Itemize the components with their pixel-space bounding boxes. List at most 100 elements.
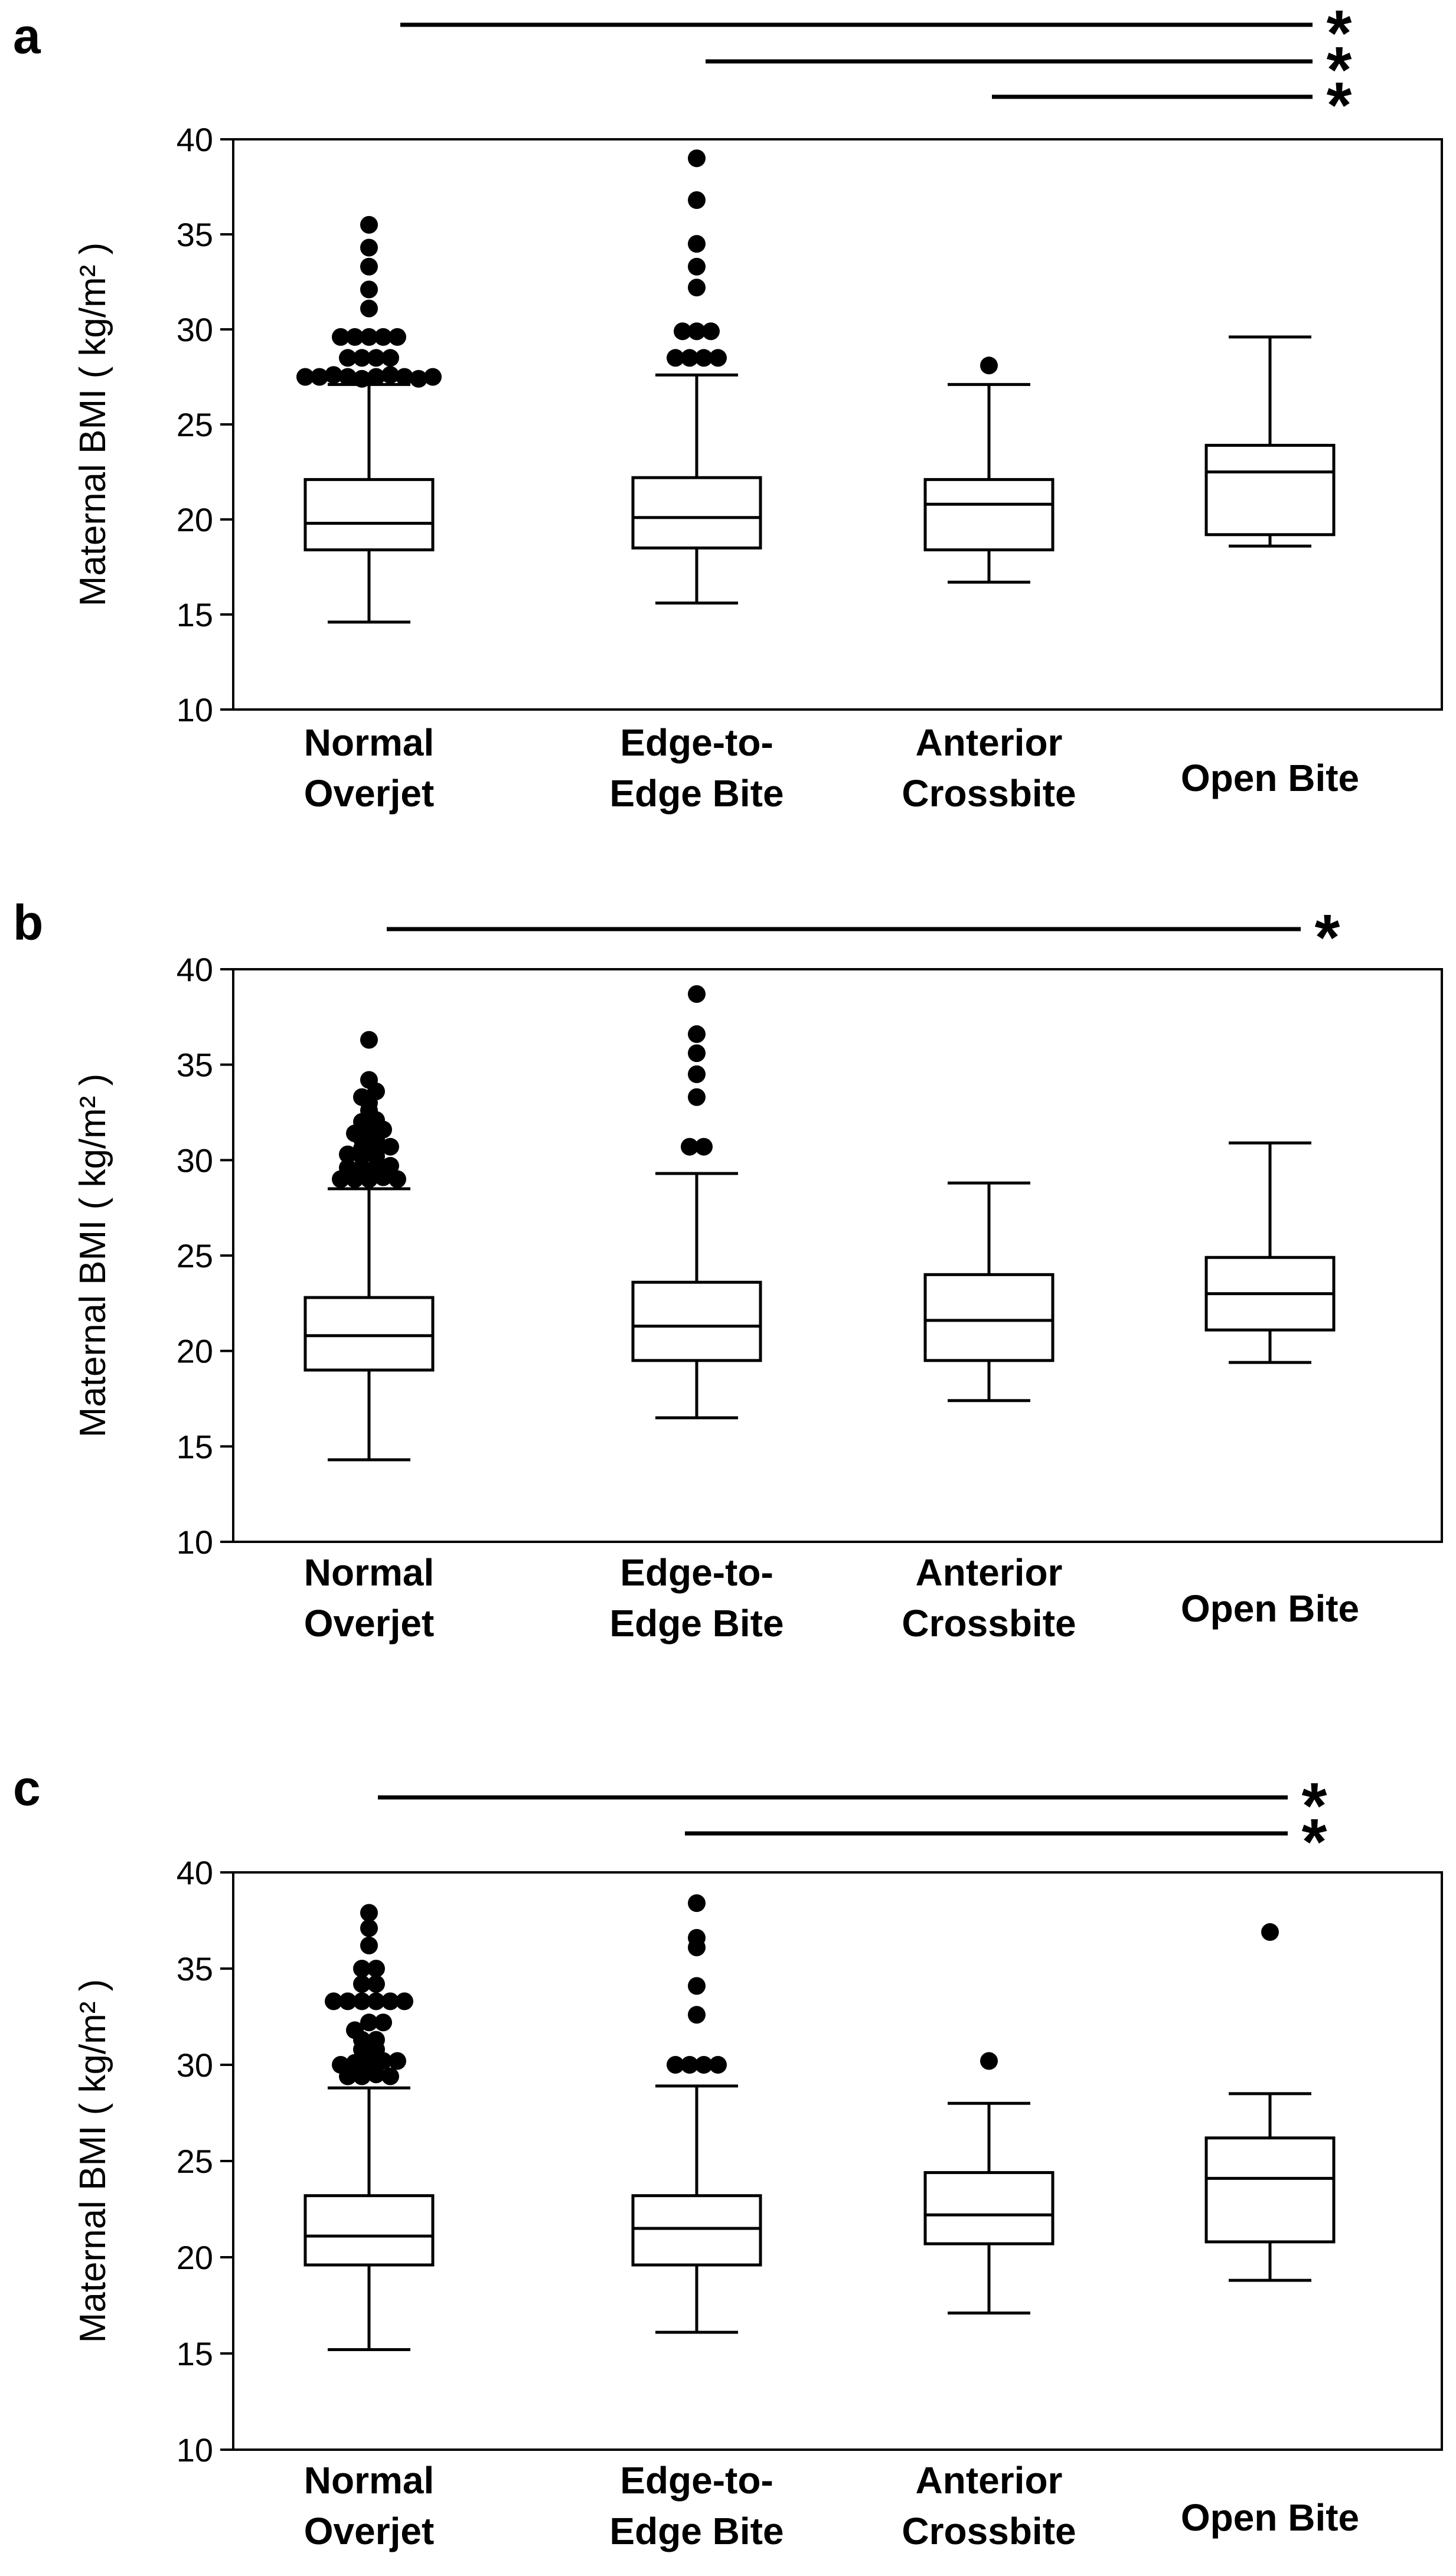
category-label: Anterior: [916, 1551, 1063, 1594]
panel-c: c 10 15 20 25 30 35 40 Maternal BMI ( kg/m² ) Nor…: [13, 1760, 1443, 2552]
box-2: [631, 985, 762, 1420]
outlier-point: [346, 2054, 364, 2072]
outlier-point: [339, 1145, 357, 1163]
outlier-point: [353, 2067, 371, 2085]
category-label: Crossbite: [902, 1602, 1076, 1645]
outlier-point: [389, 1170, 406, 1188]
y-axis-label: Maternal BMI ( kg/m² ): [73, 1979, 113, 2343]
y-tick-label: 25: [177, 2143, 213, 2180]
category-label: Edge-to-: [620, 721, 773, 764]
outlier-point: [688, 1088, 706, 1106]
y-tick-label: 30: [177, 311, 213, 348]
outlier-point: [688, 322, 706, 341]
outlier-point: [332, 2056, 350, 2074]
category-label: Edge-to-: [620, 2459, 773, 2502]
outlier-point: [346, 328, 364, 346]
outlier-point: [360, 1031, 378, 1049]
outlier-point: [688, 1894, 706, 1913]
outlier-point: [367, 349, 385, 367]
box-iqr: [631, 476, 762, 550]
box-1: [303, 1031, 435, 1462]
category-label: Edge Bite: [609, 2510, 784, 2552]
outlier-point: [667, 2056, 684, 2074]
outlier-point: [695, 2056, 713, 2074]
box-iqr: [303, 1296, 435, 1372]
category-label: Crossbite: [902, 772, 1076, 815]
category-label: Normal: [304, 721, 435, 764]
outlier-point: [346, 2021, 364, 2039]
category-label: Anterior: [916, 721, 1063, 764]
box-iqr: [1204, 2136, 1336, 2244]
outlier-point: [688, 235, 706, 253]
box-iqr: [303, 478, 435, 552]
category-label: Overjet: [304, 2510, 435, 2552]
outlier-point: [339, 368, 357, 386]
outlier-point: [367, 1960, 385, 1977]
outlier-point: [389, 328, 406, 346]
outlier-point: [353, 1992, 371, 2011]
outlier-point: [367, 2031, 385, 2049]
box-4: [1204, 1141, 1336, 1364]
panel-a: a 10 15 20 25 30 35 40 Maternal BMI ( kg/m² ) Nor…: [13, 0, 1443, 815]
category-label: Normal: [304, 2459, 435, 2502]
significance-marker: *: [1327, 0, 1352, 70]
y-tick-label: 20: [177, 1333, 213, 1370]
outlier-point: [688, 1977, 706, 1995]
y-tick-label: 40: [177, 951, 213, 988]
outlier-point: [980, 2052, 998, 2070]
outlier-point: [296, 368, 314, 386]
box-iqr: [631, 1280, 762, 1362]
outlier-point: [353, 349, 371, 367]
outlier-point: [709, 349, 727, 367]
y-axis-label: Maternal BMI ( kg/m² ): [73, 243, 113, 607]
category-label: Open Bite: [1181, 757, 1359, 799]
outlier-point: [353, 1088, 371, 1106]
y-tick-label: 10: [177, 2431, 213, 2469]
category-label: Edge-to-: [620, 1551, 773, 1594]
category-label: Open Bite: [1181, 1587, 1359, 1630]
outlier-point: [695, 1137, 713, 1156]
significance-marker: *: [1315, 901, 1340, 974]
outlier-point: [695, 349, 713, 367]
outlier-point: [325, 1992, 342, 2011]
y-tick-label: 15: [177, 2335, 213, 2372]
box-2: [631, 1894, 762, 2334]
outlier-point: [681, 349, 698, 367]
outlier-point: [311, 368, 328, 386]
box-3: [923, 357, 1055, 584]
panel-label: b: [13, 895, 43, 950]
outlier-point: [688, 191, 706, 210]
outlier-point: [381, 2067, 399, 2085]
category-label: Open Bite: [1181, 2496, 1359, 2539]
outlier-point: [410, 370, 427, 388]
y-tick-label: 40: [177, 121, 213, 158]
y-tick-label: 30: [177, 1142, 213, 1179]
panel-b: b 10 15 20 25 30 35 40 Maternal BMI ( kg/m² ) Nor…: [13, 895, 1443, 1645]
outlier-point: [339, 1159, 357, 1177]
outlier-point: [367, 1975, 385, 1993]
outlier-point: [360, 1904, 378, 1922]
significance-marker: *: [1302, 1806, 1327, 1878]
outlier-point: [381, 366, 399, 384]
box-1: [303, 1904, 435, 2351]
outlier-point: [360, 328, 378, 346]
outlier-point: [688, 1065, 706, 1083]
outlier-point: [381, 1157, 399, 1175]
outlier-point: [688, 279, 706, 297]
outlier-point: [688, 2006, 706, 2024]
y-tick-label: 15: [177, 1428, 213, 1465]
category-label: Overjet: [304, 1602, 435, 1645]
panel-label: a: [13, 8, 41, 64]
category-label: Overjet: [304, 772, 435, 815]
outlier-point: [360, 257, 378, 276]
category-label: Edge Bite: [609, 772, 784, 815]
y-tick-label: 35: [177, 1047, 213, 1084]
box-iqr: [303, 2194, 435, 2267]
outlier-point: [360, 280, 378, 299]
outlier-point: [396, 368, 413, 386]
significance-marker: *: [1327, 69, 1352, 142]
outlier-point: [339, 349, 357, 367]
outlier-point: [381, 349, 399, 367]
box-iqr: [923, 1273, 1055, 1362]
outlier-point: [674, 322, 691, 341]
